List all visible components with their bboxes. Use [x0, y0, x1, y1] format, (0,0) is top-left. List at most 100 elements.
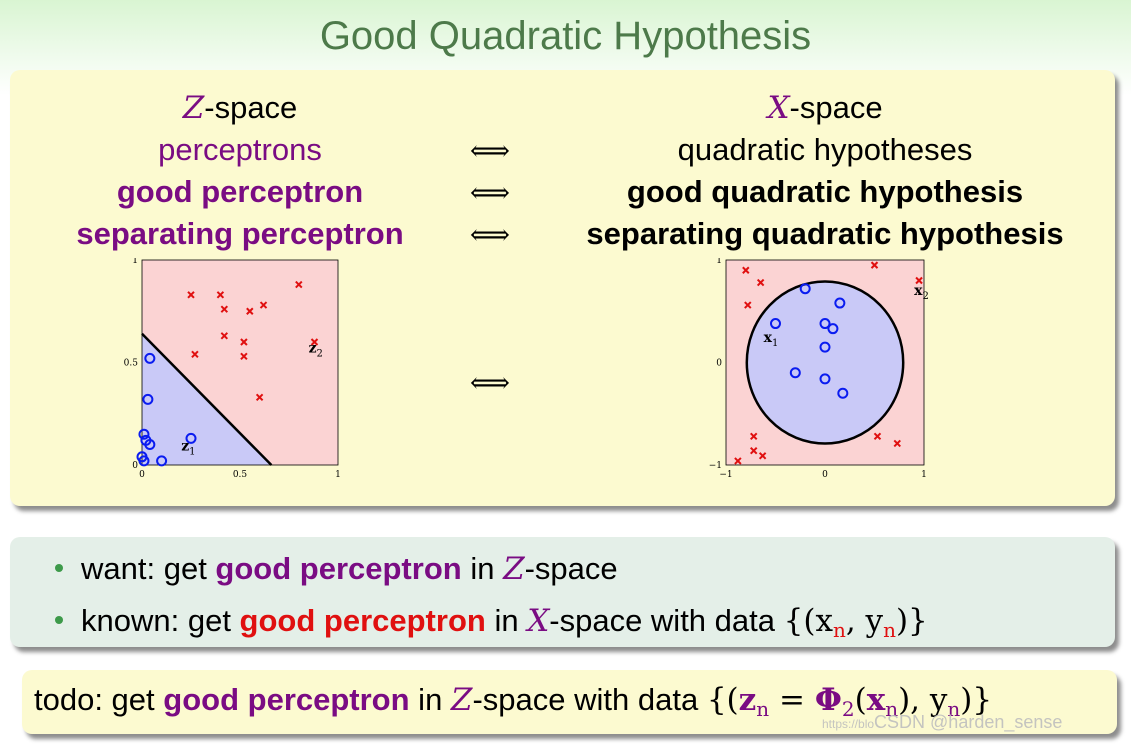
positive-point: [142, 393, 154, 405]
comparison-box: Z-space X-space perceptrons ⟺ quadratic …: [10, 70, 1115, 506]
math-sub: 2: [841, 697, 855, 721]
z-space-symbol: Z: [182, 90, 205, 126]
row-left-separating: separating perceptron: [76, 216, 404, 251]
plot-frame: [141, 259, 339, 466]
row-right-quadratic: quadratic hypotheses: [677, 132, 973, 167]
x-space-symbol: X: [527, 603, 550, 639]
bullet-emph: good perceptron: [215, 551, 462, 586]
positive-point: [819, 373, 831, 385]
negative-point: [893, 439, 901, 448]
z-space-symbol: Z: [503, 551, 525, 587]
equiv-arrow: ⟺: [469, 176, 511, 209]
bullet-text: in: [461, 551, 504, 586]
math-sub: n: [832, 618, 846, 642]
x-tick-label: 0.5: [233, 470, 248, 480]
x-space-symbol: X: [767, 90, 790, 126]
row-right-separating: separating quadratic hypothesis: [586, 216, 1064, 251]
x-tick-label: 1: [921, 470, 927, 480]
negative-point: [915, 276, 923, 285]
math-sub: n: [947, 697, 961, 721]
bullet-text: known: get: [81, 603, 240, 638]
positive-point: [144, 439, 156, 450]
z-space-header: Z-space: [10, 90, 470, 126]
bullet-emph: good perceptron: [239, 603, 486, 638]
positive-point: [185, 432, 197, 444]
math-part: )}: [960, 682, 993, 718]
bullet-box: want: get good perceptron in Z-space kno…: [10, 537, 1115, 647]
positive-point: [770, 318, 781, 330]
negative-point: [259, 301, 268, 309]
bullet-known: known: get good perceptron in X-space wi…: [55, 603, 928, 642]
watermark: https://bloCSDN @harden_sense: [822, 712, 1062, 733]
x-tick-label: 0: [139, 470, 145, 480]
negative-point: [750, 432, 758, 441]
math-z: z: [738, 682, 757, 718]
row-left-perceptrons: perceptrons: [158, 132, 322, 167]
watermark-url: https://blo: [822, 717, 875, 731]
negative-point: [191, 350, 199, 359]
math-sub: n: [756, 697, 770, 721]
negative-point: [216, 291, 225, 299]
positive-point: [144, 352, 156, 364]
negative-point: [758, 452, 767, 460]
negative-point: [756, 278, 765, 287]
todo-text: in: [409, 682, 451, 717]
plot-equiv-arrow: ⟺: [469, 366, 511, 399]
equiv-arrow: ⟺: [469, 134, 511, 167]
math-part: {(: [706, 682, 739, 718]
bullet-text: in: [485, 603, 528, 638]
todo-line: todo: get good perceptron in Z-space wit…: [34, 682, 992, 721]
math-x: x: [866, 682, 886, 718]
positive-point: [138, 428, 150, 440]
z-space-symbol: Z: [450, 682, 473, 718]
math-part: )}: [895, 603, 928, 639]
plot-frame: [725, 259, 925, 466]
negative-point: [310, 338, 319, 346]
y-tick-label: 0: [716, 359, 722, 369]
decision-boundary: [745, 280, 905, 445]
math-sub: n: [885, 697, 899, 721]
negative-point: [240, 352, 248, 361]
row-left-good: good perceptron: [116, 174, 364, 209]
math-phi: Φ: [814, 682, 842, 718]
x-space-header: X-space: [540, 90, 1110, 126]
math-part: {(x: [783, 603, 833, 639]
negative-point: [744, 301, 752, 309]
positive-point: [819, 318, 831, 330]
decision-boundary: [141, 332, 273, 466]
negative-point: [870, 261, 879, 269]
x-space-label: -space: [789, 90, 883, 125]
negative-point: [873, 432, 882, 441]
z-space-label: -space: [204, 90, 298, 125]
bullet-text: -space: [524, 551, 618, 586]
bullet-text: -space with data: [549, 603, 784, 638]
row-right-good: good quadratic hypothesis: [626, 174, 1024, 209]
y-tick-label: −1: [709, 461, 722, 471]
bullet-text: want: get: [81, 551, 216, 586]
y-tick-label: 0: [132, 461, 138, 471]
negative-point: [734, 457, 742, 465]
math-part: ), y: [898, 682, 948, 718]
equiv-arrow: ⟺: [469, 218, 511, 251]
x-tick-label: 1: [335, 470, 341, 480]
negative-point: [240, 338, 248, 346]
x-tick-label: −1: [719, 470, 732, 480]
math-sub: n: [883, 618, 896, 642]
positive-point: [156, 455, 168, 467]
todo-math: {(zn = Φ2(xn), yn)}: [706, 682, 993, 721]
negative-point: [187, 291, 195, 299]
positive-point: [827, 323, 839, 335]
negative-point: [295, 280, 303, 289]
positive-point: [138, 455, 150, 467]
todo-text: todo: get: [34, 682, 164, 717]
positive-point: [799, 283, 811, 295]
positive-point: [837, 387, 849, 399]
positive-point: [834, 297, 846, 309]
bullet-dot: [55, 563, 63, 572]
math-part: =: [769, 682, 815, 718]
negative-point: [246, 307, 254, 315]
negative-point: [220, 332, 229, 340]
math-part: , y: [845, 603, 884, 639]
todo-text: -space with data: [472, 682, 707, 717]
